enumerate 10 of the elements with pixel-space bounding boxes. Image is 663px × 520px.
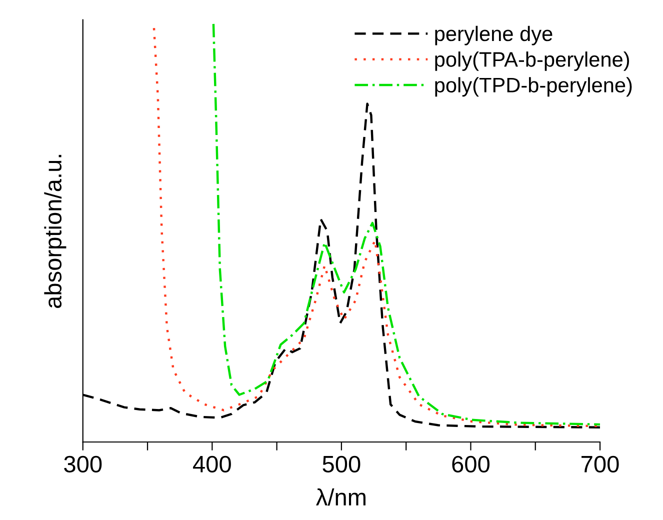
x-tick-label: 300	[64, 456, 102, 473]
x-tick-label: 700	[582, 456, 619, 473]
legend-label: perylene dye	[435, 26, 552, 46]
x-tick-label: 500	[322, 456, 360, 473]
legend-label: poly(TPD-b-perylene)	[435, 77, 632, 97]
legend-label: poly(TPA-b-perylene)	[435, 52, 630, 71]
x-axis-title: λ/nm	[316, 488, 366, 506]
x-tick-label: 600	[452, 456, 490, 473]
x-tick-label: 400	[193, 456, 231, 473]
y-axis-title: absorption/a.u.	[44, 154, 66, 308]
